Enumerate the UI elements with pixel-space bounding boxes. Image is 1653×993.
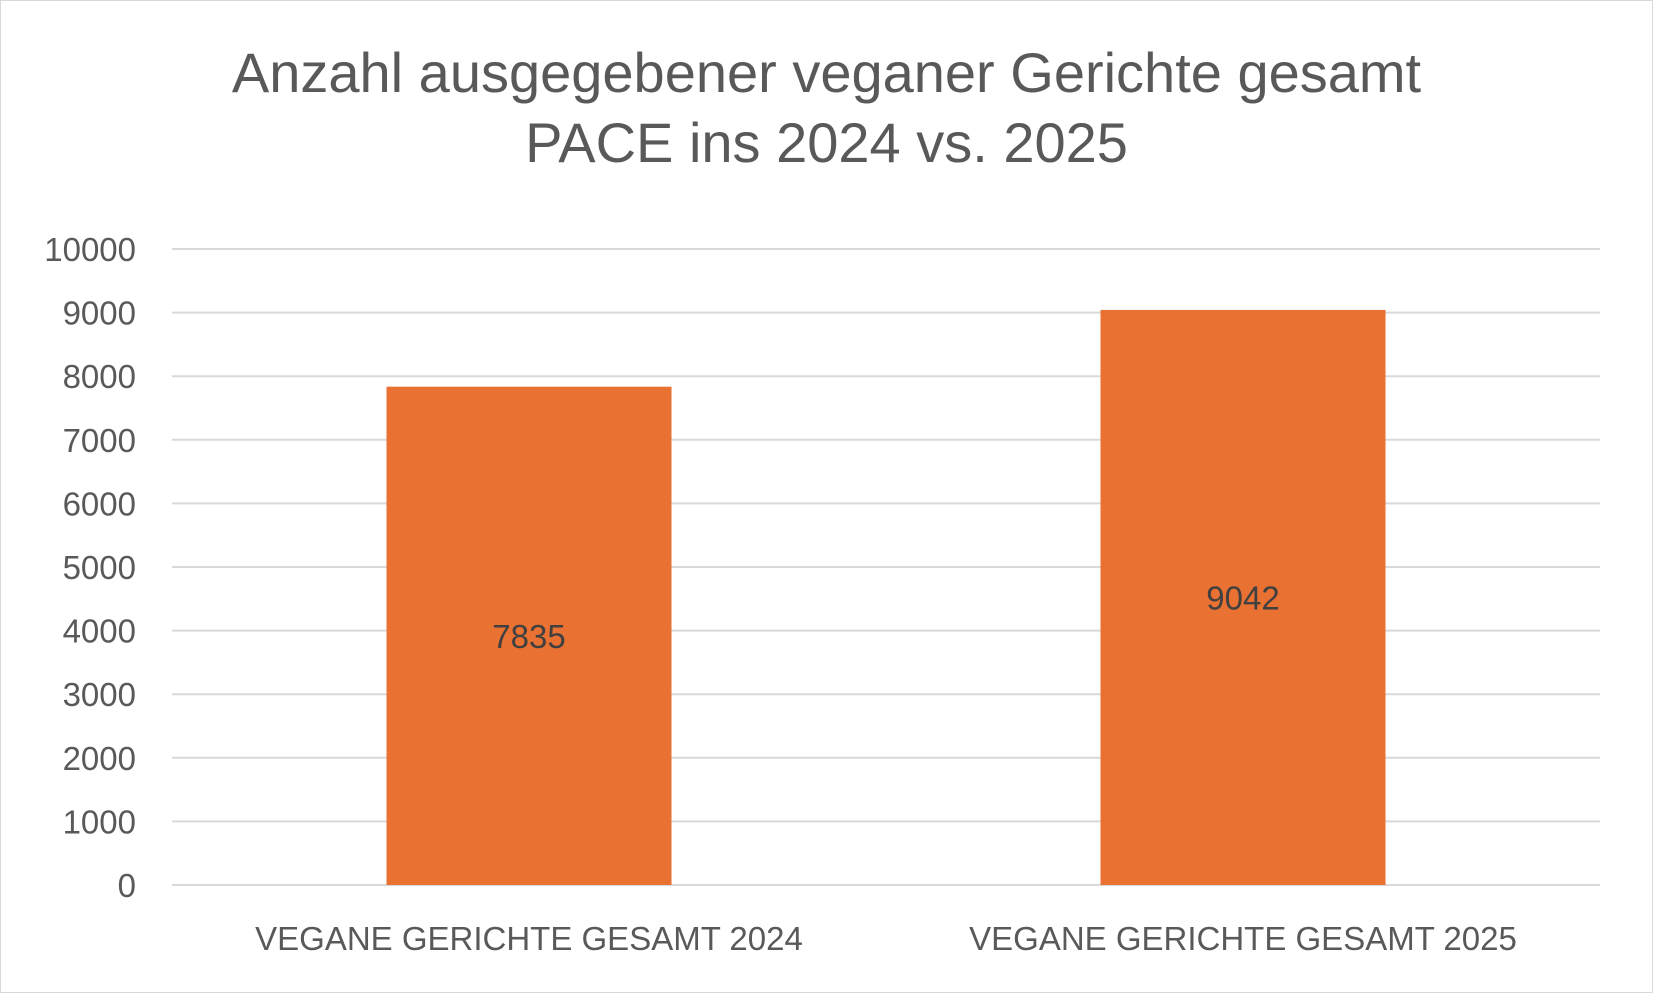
- y-tick-label: 2000: [63, 740, 136, 777]
- gridlines: [172, 248, 1600, 886]
- y-tick-label: 9000: [63, 295, 136, 332]
- y-tick-label: 1000: [63, 803, 136, 840]
- y-tick-label: 4000: [63, 613, 136, 650]
- x-category-label: VEGANE GERICHTE GESAMT 2025: [969, 920, 1517, 957]
- y-tick-label: 6000: [63, 485, 136, 522]
- y-tick-label: 7000: [63, 422, 136, 459]
- y-tick-label: 8000: [63, 358, 136, 395]
- data-label: 7835: [492, 618, 565, 655]
- chart-title-line-1: Anzahl ausgegebener veganer Gerichte ges…: [231, 41, 1422, 104]
- chart-title-line-2: PACE ins 2024 vs. 2025: [525, 111, 1128, 174]
- y-axis-tick-labels: 0 1000 2000 3000 4000 5000 6000 7000 8000 9000 100…: [44, 231, 136, 904]
- data-labels: 7835 9042: [492, 579, 1279, 654]
- y-tick-label: 3000: [63, 676, 136, 713]
- y-tick-label: 0: [118, 867, 136, 904]
- chart-title: Anzahl ausgegebener veganer Gerichte ges…: [0, 38, 1653, 178]
- x-axis-category-labels: VEGANE GERICHTE GESAMT 2024 VEGANE GERICH…: [255, 920, 1517, 957]
- x-category-label: VEGANE GERICHTE GESAMT 2024: [255, 920, 803, 957]
- bar: [386, 386, 672, 885]
- bars: [386, 309, 1386, 885]
- y-tick-label: 5000: [63, 549, 136, 586]
- data-label: 9042: [1206, 579, 1279, 616]
- bar: [1100, 309, 1386, 885]
- y-tick-label: 10000: [44, 231, 136, 268]
